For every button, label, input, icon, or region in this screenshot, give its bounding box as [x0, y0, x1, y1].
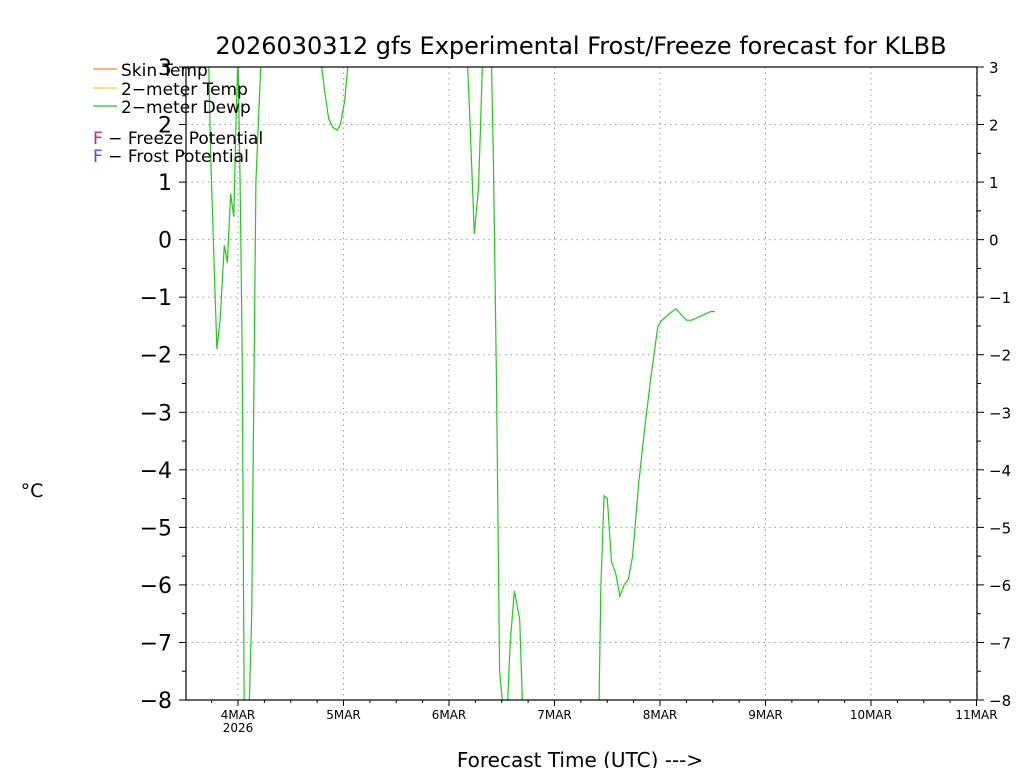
y-tick-label-right: 0 — [989, 232, 999, 250]
legend-marker-letter: F — [93, 129, 103, 149]
legend-label: Skin Temp — [121, 61, 208, 81]
series-layer — [208, 67, 715, 700]
y-tick-label-right: 3 — [989, 59, 999, 77]
x-tick-label: 4MAR — [221, 708, 256, 722]
x-tick-label: 7MAR — [537, 708, 572, 722]
y-axis-ticks — [179, 66, 984, 701]
y-tick-label-right: 1 — [989, 174, 999, 192]
x-axis-label: Forecast Time (UTC) ---> — [457, 748, 703, 768]
x-tick-label: 9MAR — [748, 708, 783, 722]
y-tick-label-right: 2 — [989, 117, 999, 135]
chart-title: 2026030312 gfs Experimental Frost/Freeze… — [215, 32, 946, 60]
legend-marker-text: F − Freeze Potential — [93, 129, 263, 149]
legend-marker-letter: F — [93, 147, 103, 167]
y-tick-label-right: −1 — [989, 289, 1011, 307]
x-axis-ticks — [211, 700, 977, 706]
y-tick-label-left: −8 — [140, 689, 172, 714]
plot-frame — [185, 66, 978, 701]
y-tick-label-right: −2 — [989, 347, 1011, 365]
y-tick-label-left: −7 — [140, 631, 172, 656]
y-axis-right-labels: 3 2 1 0 −1 −2 −3 −4 −5 −6 −7 −8 — [989, 59, 1011, 710]
y-axis-label: °C — [21, 480, 44, 502]
y-tick-label-right: −6 — [989, 577, 1011, 595]
y-tick-label-right: −7 — [989, 634, 1011, 652]
y-tick-label-left: −5 — [140, 516, 172, 541]
legend-marker-text: F − Frost Potential — [93, 147, 249, 167]
legend-marker-label: − Frost Potential — [103, 147, 249, 167]
y-tick-label-left: −1 — [140, 286, 172, 311]
y-tick-label-left: 2 — [158, 114, 172, 139]
x-tick-label: 10MAR — [850, 708, 892, 722]
grid — [186, 67, 977, 700]
y-tick-label-left: 3 — [158, 56, 172, 81]
y-tick-label-right: −8 — [989, 692, 1011, 710]
y-tick-label-right: −3 — [989, 404, 1011, 422]
x-year-label: 2026 — [223, 721, 254, 735]
y-tick-label-left: −3 — [140, 401, 172, 426]
y-tick-label-left: −2 — [140, 344, 172, 369]
y-tick-label-left: 1 — [158, 171, 172, 196]
series-line-2m-dewp — [208, 67, 715, 700]
y-tick-label-left: 0 — [158, 229, 172, 254]
legend-marker-label: − Freeze Potential — [103, 129, 263, 149]
y-tick-label-left: −6 — [140, 574, 172, 599]
x-axis-labels: 4MAR 5MAR 6MAR 7MAR 8MAR 9MAR 10MAR 11MAR — [221, 708, 998, 722]
x-tick-label: 11MAR — [955, 708, 997, 722]
x-tick-label: 8MAR — [643, 708, 678, 722]
y-tick-label-right: −5 — [989, 519, 1011, 537]
y-tick-label-right: −4 — [989, 462, 1011, 480]
legend-label: 2−meter Temp — [121, 80, 248, 100]
x-tick-label: 5MAR — [326, 708, 361, 722]
y-axis-left-labels: 3 2 1 0 −1 −2 −3 −4 −5 −6 −7 −8 — [140, 56, 172, 714]
x-tick-label: 6MAR — [432, 708, 467, 722]
legend-label: 2−meter Dewp — [121, 98, 251, 118]
y-tick-label-left: −4 — [140, 459, 172, 484]
